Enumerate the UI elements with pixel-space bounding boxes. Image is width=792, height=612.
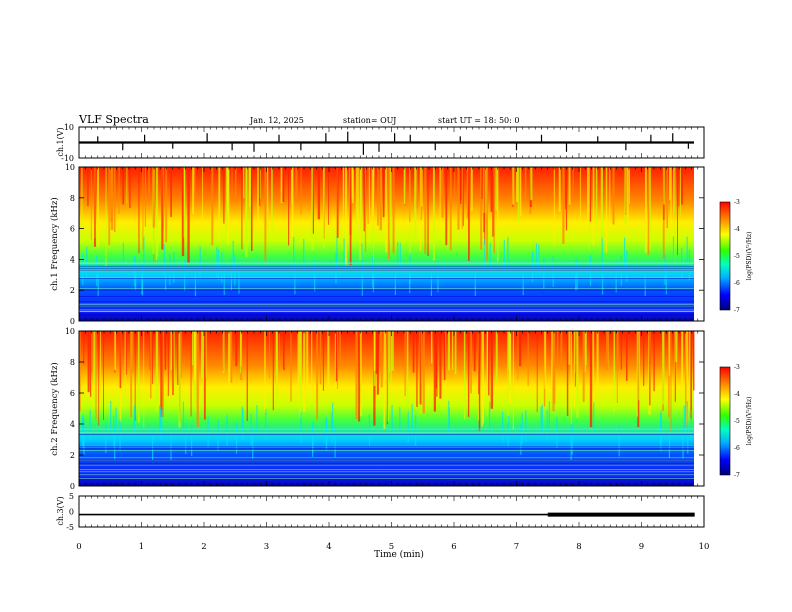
spec-ytick-label: 10 [65,327,75,336]
colorbar-tick-label: -7 [734,307,740,314]
start-time-label: start UT = 18: 50: 0 [438,116,519,125]
time-tick-label: 1 [139,542,144,552]
time-tick-label: 3 [264,542,269,552]
colorbar-ch1-label: log(PSD)(V²/Hz) [746,232,753,281]
spec-ytick-label: 8 [70,358,75,367]
colorbar-tick-label: -4 [734,391,740,398]
waveform-ch1-panel: ch.1(V) 10 -10 [56,123,705,163]
time-tick-label: 10 [699,542,710,552]
spec-ytick-label: 6 [70,389,75,398]
colorbar-tick-label: -4 [734,226,740,233]
colorbar-tick-label: -5 [734,418,740,425]
spec1-ylabel-ch: ch.1 Frequency (kHz) [49,197,60,290]
figure-title: VLF Spectra [78,113,149,126]
spec-ytick-label: 0 [70,317,75,326]
spectrogram-ch2-panel: 0 2 4 6 8 10 ch.2 Frequency (kHz) [49,327,705,491]
spec-ytick-label: 8 [70,194,75,203]
waveform-ch3-panel: ch.3(V) 5 0 -5 [56,492,705,532]
colorbar-ch2-label: log(PSD)(V²/Hz) [746,397,753,446]
station-label: station= OUJ [343,116,396,125]
spectrogram-ch2-streaks [79,331,695,481]
ch3-ytick-label: 0 [69,508,74,517]
ch3-ytick-label: -5 [66,523,74,532]
ch1-ytick-bottom: -10 [61,154,74,163]
time-axis-label: Time (min) [374,549,424,560]
time-tick-label: 7 [514,542,519,552]
colorbar-tick-label: -6 [734,445,740,452]
spec-ytick-label: 0 [70,482,75,491]
spec-ytick-label: 6 [70,225,75,234]
time-tick-label: 8 [576,542,581,552]
colorbar-tick-label: -3 [734,199,740,206]
spec-ytick-label: 4 [70,255,75,264]
ch3-ytick-label: 5 [69,492,74,501]
spectrogram-ch1-panel: 0 2 4 6 8 10 ch.1 Frequency (kHz) [49,163,705,326]
time-tick-label: 2 [201,542,206,552]
time-axis: 0 1 2 3 4 5 6 7 8 9 10 [76,127,709,552]
spec-ytick-label: 10 [65,163,75,172]
ch3-ylabel: ch.3(V) [56,496,65,525]
ch1-ylabel: ch.1(V) [56,127,65,156]
time-tick-label: 9 [639,542,644,552]
spec-ytick-label: 2 [70,451,75,460]
colorbar-tick-label: -3 [734,364,740,371]
spectrogram-ch1-streaks [79,167,694,316]
date-label: Jan. 12, 2025 [249,116,304,125]
waveform-ch1-spikes [97,131,689,155]
time-tick-label: 5 [389,542,394,552]
time-tick-label: 6 [451,542,456,552]
spec-ytick-label: 2 [70,286,75,295]
spec2-ylabel-ch: ch.2 Frequency (kHz) [49,362,60,455]
spec-ytick-label: 4 [70,420,75,429]
colorbar-tick-label: -5 [734,253,740,260]
colorbar-ch2: -3 -4 -5 -6 -7 log(PSD)(V²/Hz) [719,364,753,479]
colorbar-tick-label: -7 [734,472,740,479]
colorbar-ch1: -3 -4 -5 -6 -7 log(PSD)(V²/Hz) [719,199,753,314]
ch1-ytick-top: 10 [64,123,74,132]
time-tick-label: 4 [326,542,331,552]
colorbar-tick-label: -6 [734,280,740,287]
time-tick-label: 0 [76,542,81,552]
